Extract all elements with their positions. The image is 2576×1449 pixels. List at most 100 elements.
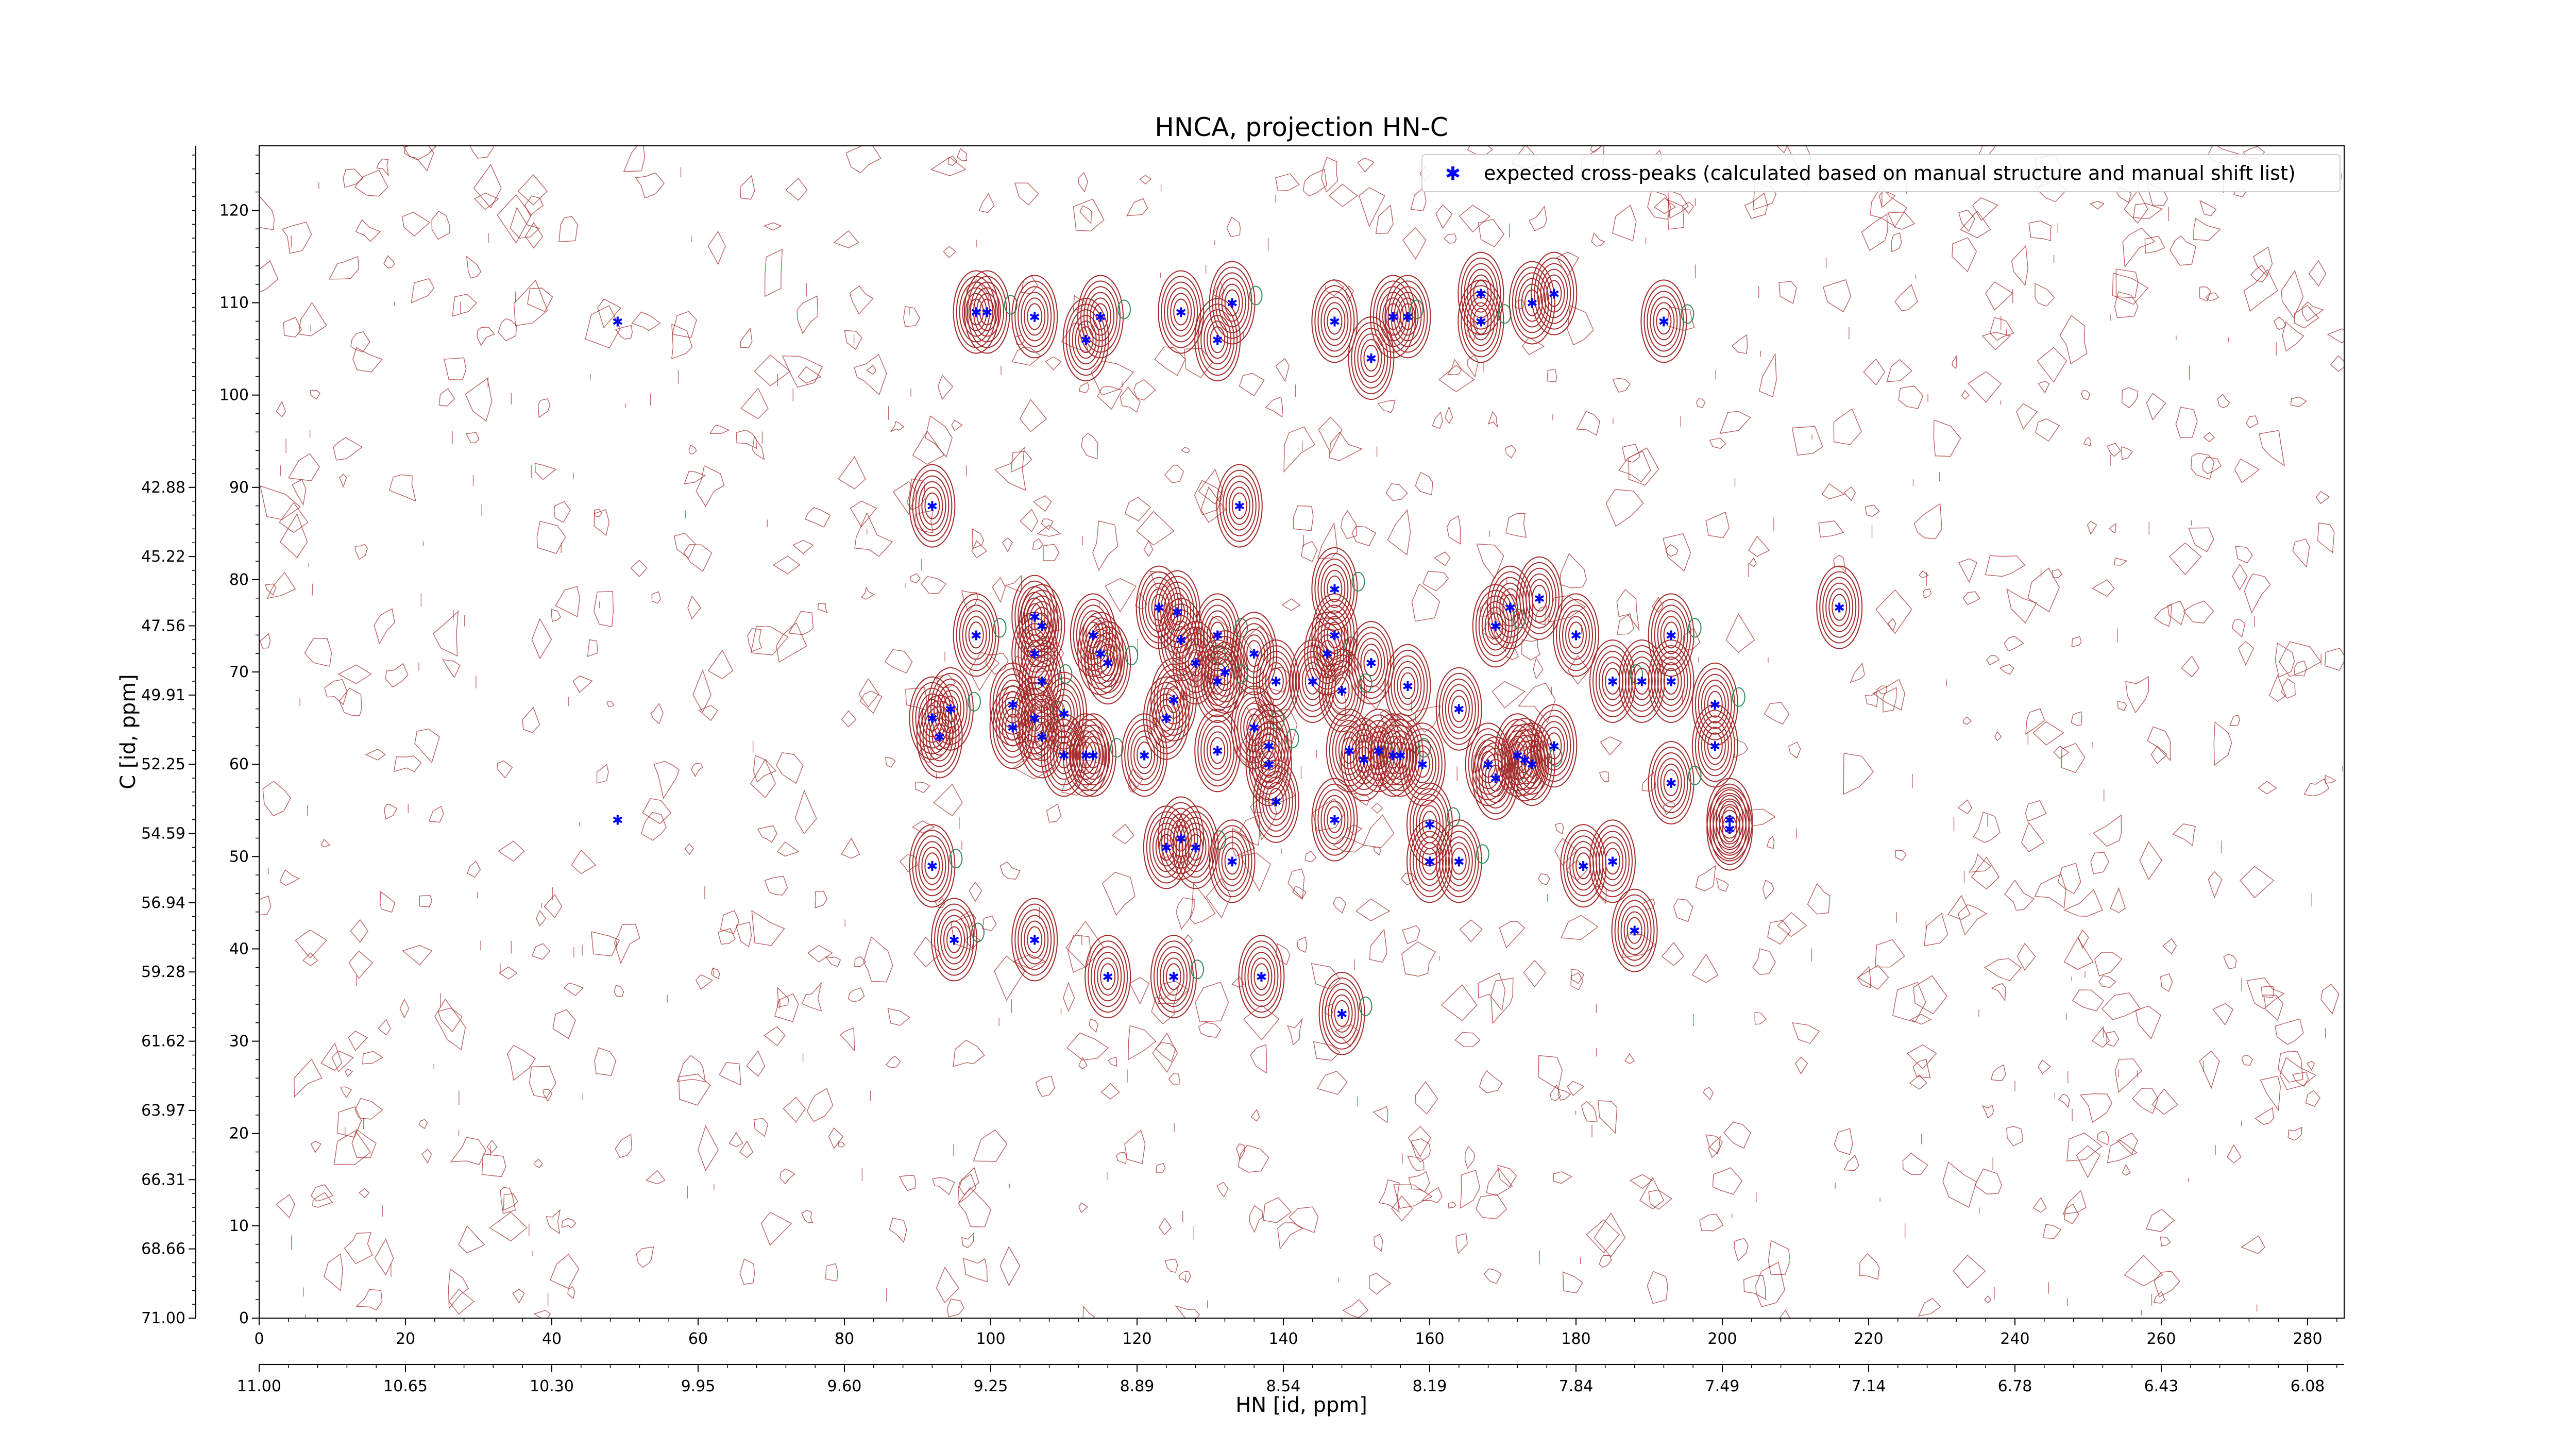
cross-peak-marker: ✱ [1029, 933, 1040, 949]
negative-contour [1447, 807, 1460, 827]
peak-contour [1250, 957, 1273, 996]
legend-label: expected cross-peaks (calculated based o… [1484, 162, 2296, 184]
cross-peak-marker: ✱ [1139, 748, 1150, 764]
noise-contour [646, 1170, 666, 1185]
noise-contour [355, 219, 381, 242]
noise-contour [1478, 218, 1505, 248]
peak-contour [1034, 612, 1050, 639]
noise-contour [1703, 1087, 1714, 1101]
cross-peak-marker: ✱ [1212, 333, 1223, 348]
peak-contour [1373, 719, 1413, 791]
noise-contour [1861, 213, 1888, 251]
noise-contour [2180, 655, 2200, 678]
noise-contour [292, 479, 307, 506]
peak-contour [1240, 629, 1268, 679]
peak-contour [1719, 810, 1741, 848]
noise-contour [473, 192, 499, 210]
peak-contour [1361, 720, 1396, 781]
noise-contour [1907, 1044, 1937, 1070]
noise-contour [2275, 642, 2295, 678]
noise-contour [1768, 1240, 1791, 1275]
noise-contour [1590, 146, 1601, 153]
noise-contour [828, 1127, 844, 1149]
peak-contour [924, 492, 940, 519]
noise-contour [2122, 227, 2156, 268]
peak-contour [1069, 724, 1103, 786]
noise-contour [2150, 745, 2168, 764]
noise-contour [1094, 619, 1109, 637]
cross-peak-markers: ✱ ✱ ✱ ✱ ✱ ✱ ✱ ✱ ✱ ✱ ✱ ✱ ✱ ✱ ✱ ✱ ✱ ✱ ✱ ✱ ✱ ✱ ✱ ✱ ✱ ✱ ✱ ✱ ✱ ✱ ✱ ✱ ✱ ✱ ✱ ✱ ✱ ✱ ✱ ✱… [612, 287, 1845, 1022]
noise-contour [1400, 873, 1417, 886]
noise-contour [324, 1253, 344, 1291]
peak-contour [1158, 598, 1205, 682]
noise-contour [1618, 450, 1651, 483]
noise-contour [2072, 989, 2104, 1012]
noise-contour [310, 390, 320, 400]
peak-contour [1517, 746, 1533, 773]
peak-contour [933, 678, 968, 739]
peak-contour [1524, 289, 1540, 316]
noise-contour [2027, 567, 2060, 613]
noise-contour [2151, 1088, 2178, 1115]
noise-contour [1112, 823, 1134, 845]
peak-contour [1261, 732, 1277, 760]
noise-contour [1329, 431, 1363, 461]
cross-peak-marker: ✱ [1329, 314, 1341, 330]
negative-contour [1351, 571, 1365, 592]
noise-contour [1538, 873, 1550, 885]
peak-contour [1651, 645, 1691, 717]
peak-contour [942, 695, 958, 722]
x-ppm-tick-label: 9.60 [827, 1377, 862, 1395]
noise-contour [2096, 1131, 2109, 1145]
noise-contour [1480, 602, 1493, 617]
noise-contour [1175, 1305, 1200, 1318]
noise-contour [1497, 1165, 1517, 1188]
noise-contour [294, 1058, 323, 1098]
peak-contour [1094, 638, 1122, 688]
noise-contour [825, 1263, 838, 1282]
peak-contour [1318, 648, 1365, 732]
cross-peak-marker: ✱ [1666, 776, 1677, 791]
noise-contour [1045, 356, 1062, 371]
peak-contour [1621, 645, 1662, 717]
noise-contour [339, 687, 362, 716]
noise-contour [792, 540, 814, 554]
noise-contour [1766, 835, 1775, 849]
noise-contour [754, 354, 791, 386]
peak-contour [1532, 584, 1547, 612]
peak-contour [979, 298, 995, 326]
cross-peak-marker: ✱ [1248, 721, 1260, 736]
noise-contour [2292, 538, 2310, 568]
noise-contour [2087, 520, 2097, 535]
peak-contour [1292, 645, 1333, 717]
noise-contour [886, 1055, 901, 1068]
noise-contour [1333, 836, 1364, 853]
noise-contour [354, 170, 388, 197]
noise-contour [2203, 432, 2215, 443]
noise-contour [2135, 1005, 2161, 1039]
cross-peak-marker: ✱ [1102, 970, 1113, 985]
noise-contour [597, 298, 621, 329]
peak-contour [1464, 291, 1498, 352]
y-ppm-tick-label: 54.59 [141, 825, 185, 843]
noise-contour [1127, 768, 1144, 794]
noise-contour [2038, 1059, 2051, 1074]
cross-peak-marker: ✱ [1724, 813, 1735, 829]
noise-contour [751, 909, 785, 946]
noise-contour [906, 478, 926, 511]
cross-peak-marker: ✱ [1483, 757, 1494, 773]
x-index-tick-label: 60 [688, 1330, 708, 1348]
noise-contour [1482, 612, 1504, 640]
noise-contour [1078, 382, 1090, 394]
noise-contour [2133, 203, 2163, 220]
noise-contour [1275, 358, 1290, 382]
noise-contour [587, 639, 599, 658]
noise-contour [1459, 205, 1490, 233]
noise-contour [2071, 711, 2082, 726]
peak-contour [1320, 610, 1349, 660]
y-ppm-tick-label: 71.00 [141, 1309, 185, 1327]
peak-contour [1472, 736, 1519, 820]
negative-contour [1410, 299, 1423, 319]
peak-contour [1228, 486, 1250, 525]
y-ppm-tick-label: 42.88 [141, 479, 185, 497]
